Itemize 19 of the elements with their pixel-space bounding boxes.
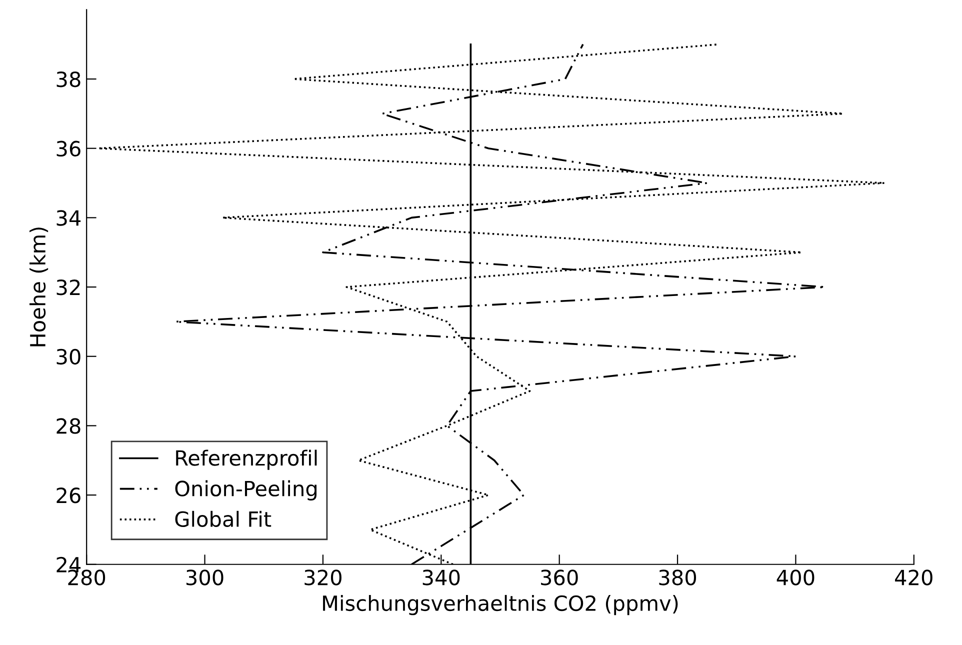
x-tick-label: 360 <box>541 570 578 586</box>
y-tick-label: 30 <box>56 348 80 365</box>
legend-label: Onion-Peeling <box>175 480 316 500</box>
y-tick-label: 36 <box>56 140 80 157</box>
y-tick-label: 28 <box>56 418 80 434</box>
x-tick-label: 340 <box>422 570 460 586</box>
y-tick-label: 34 <box>56 210 81 226</box>
y-tick-label: 26 <box>56 487 80 504</box>
y-tick-label: 38 <box>56 71 80 88</box>
y-axis-title: Hoehe (km) <box>29 228 48 346</box>
legend-label: Referenzprofil <box>176 450 317 470</box>
x-tick-label: 420 <box>895 570 932 586</box>
x-axis-title: Mischungsverhaeltnis CO2 (ppmv) <box>323 594 678 616</box>
y-tick-label: 32 <box>56 279 80 296</box>
x-tick-label: 380 <box>659 570 696 586</box>
legend-label: Global Fit <box>175 510 272 528</box>
x-tick-label: 300 <box>186 570 224 586</box>
x-tick-label: 320 <box>304 570 342 586</box>
x-tick-label: 400 <box>776 570 814 586</box>
